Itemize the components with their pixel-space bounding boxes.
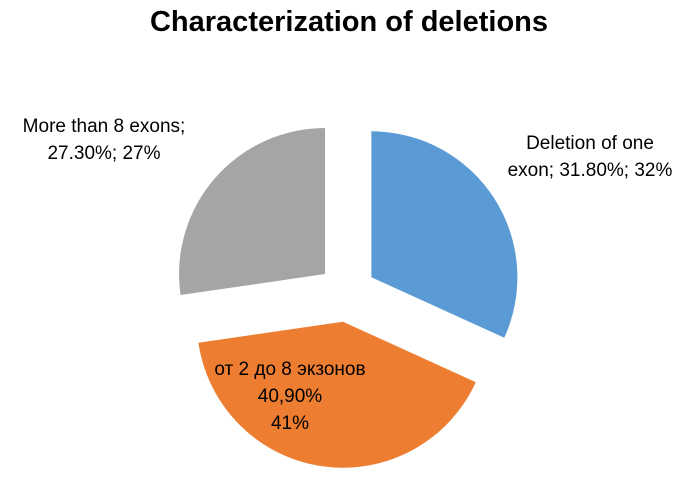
slice-label-deletion-one-exon: Deletion of one exon; 31.80%; 32% — [500, 130, 680, 184]
pie-slice-от-2-до-8-экзонов — [198, 321, 476, 468]
pie-slice-more-than-8-exons — [179, 128, 326, 296]
slice-label-2-to-8-exons: от 2 до 8 экзонов 40,90% 41% — [190, 356, 390, 437]
slice-label-line: от 2 до 8 экзонов — [214, 359, 366, 380]
chart-title: Characterization of deletions — [149, 6, 548, 38]
pie-slice-deletion-of-one-exon — [371, 131, 518, 338]
slice-label-line: 27.30%; 27% — [47, 143, 161, 164]
slice-label-line: exon; 31.80%; 32% — [507, 160, 673, 181]
slice-label-line: More than 8 exons; — [22, 116, 186, 137]
slice-label-line: 40,90% — [257, 386, 323, 407]
slice-label-line: Deletion of one — [526, 133, 654, 154]
slice-label-line: 41% — [270, 413, 310, 434]
slice-label-more-than-8-exons: More than 8 exons; 27.30%; 27% — [4, 113, 204, 167]
